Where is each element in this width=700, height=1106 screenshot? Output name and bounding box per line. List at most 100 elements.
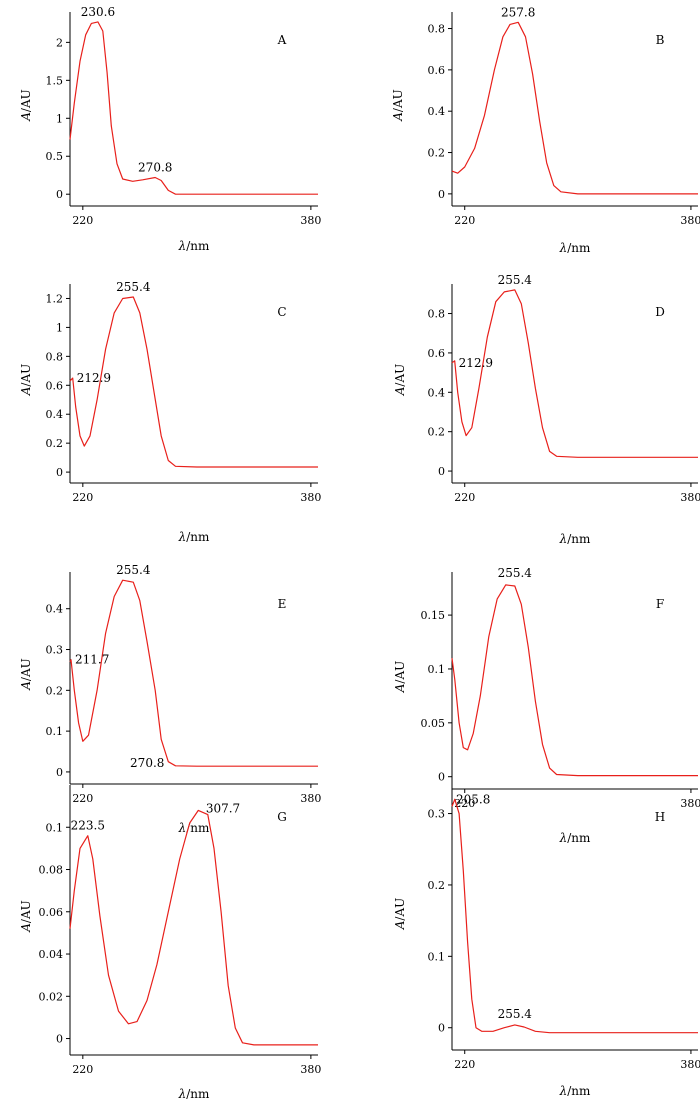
- peak-label: 212.9: [459, 356, 493, 370]
- y-tick-label: 0.1: [428, 663, 446, 676]
- x-axis-title: λ/nm: [178, 821, 210, 835]
- x-tick-label: 220: [72, 491, 93, 504]
- y-axis-symbol: A: [19, 112, 33, 122]
- y-axis-title: A/AU: [19, 900, 33, 933]
- y-tick-label: 0.2: [428, 147, 446, 160]
- panel-letter: D: [655, 305, 665, 319]
- y-tick-label: 0.4: [428, 386, 446, 399]
- peak-label: 230.6: [81, 5, 115, 19]
- peak-label: 255.4: [116, 563, 151, 577]
- y-tick-label: 0.1: [46, 725, 64, 738]
- y-axis-symbol: A: [19, 681, 33, 691]
- peak-label: 255.4: [116, 280, 151, 294]
- peak-label: 255.4: [498, 566, 533, 580]
- peak-label: 270.8: [138, 161, 172, 175]
- y-tick-label: 0.4: [46, 603, 64, 616]
- x-axis-unit: /nm: [186, 821, 210, 835]
- y-tick-label: 0: [56, 1033, 63, 1046]
- x-tick-label: 220: [72, 214, 93, 227]
- peak-label: 307.7: [206, 801, 240, 815]
- x-axis-title: λ/nm: [559, 831, 591, 845]
- y-tick-label: 0.6: [46, 379, 64, 392]
- y-axis-title: A/AU: [391, 89, 405, 122]
- y-axis-symbol: A: [393, 683, 407, 693]
- y-tick-label: 0.8: [428, 23, 446, 36]
- y-tick-label: 0.1: [428, 950, 446, 963]
- y-tick-label: 0.2: [46, 684, 64, 697]
- y-axis-title: A/AU: [19, 364, 33, 397]
- y-tick-label: 0.06: [39, 906, 64, 919]
- y-tick-label: 1: [56, 321, 63, 334]
- y-tick-label: 0.4: [428, 105, 446, 118]
- y-tick-label: 0.6: [428, 64, 446, 77]
- y-tick-label: 1.5: [46, 74, 64, 87]
- y-tick-label: 0: [438, 771, 445, 784]
- y-axis-symbol: A: [19, 386, 33, 396]
- y-axis-unit: /AU: [19, 658, 33, 681]
- peak-label: 255.4: [498, 1007, 533, 1021]
- x-axis-unit: /nm: [567, 1084, 591, 1098]
- x-axis-symbol: λ: [559, 1084, 568, 1098]
- x-tick-label: 380: [300, 214, 321, 227]
- x-axis-title: λ/nm: [559, 241, 591, 255]
- y-tick-label: 0.2: [46, 437, 64, 450]
- x-axis-title: λ/nm: [178, 1087, 210, 1101]
- y-axis-unit: /AU: [393, 364, 407, 387]
- x-axis-title: λ/nm: [178, 239, 210, 253]
- x-axis-unit: /nm: [186, 530, 210, 544]
- y-axis-title: A/AU: [393, 898, 407, 931]
- x-axis-unit: /nm: [186, 1087, 210, 1101]
- x-axis-title: λ/nm: [559, 532, 591, 546]
- y-axis-symbol: A: [393, 920, 407, 930]
- y-tick-label: 0.8: [46, 350, 64, 363]
- y-axis-unit: /AU: [19, 900, 33, 923]
- y-tick-label: 0.05: [421, 717, 446, 730]
- y-axis-symbol: A: [19, 923, 33, 933]
- y-axis-unit: /AU: [19, 364, 33, 387]
- absorbance-curve: [69, 296, 318, 468]
- x-axis-unit: /nm: [567, 532, 591, 546]
- spectrum-panel-h: 0 0.1 0.2 0.3 220 380 205.8 255.4 H A/AU λ/nm: [393, 785, 700, 1098]
- x-tick-label: 220: [454, 491, 475, 504]
- x-axis-title: λ/nm: [178, 530, 210, 544]
- y-tick-label: 0: [438, 465, 445, 478]
- x-tick-label: 380: [680, 797, 700, 810]
- spectrum-panel-g: 0 0.02 0.04 0.06 0.08 0.1 220 380 223.5 307.7 G A/A…: [19, 785, 321, 1101]
- x-axis-symbol: λ: [559, 241, 568, 255]
- x-tick-label: 220: [72, 792, 93, 805]
- y-tick-label: 0.1: [46, 821, 64, 834]
- panel-letter: F: [656, 597, 664, 611]
- panel-letter: H: [655, 810, 665, 824]
- x-tick-label: 220: [454, 214, 475, 227]
- x-tick-label: 380: [680, 491, 700, 504]
- absorbance-curve: [451, 21, 698, 195]
- y-tick-label: 1.2: [46, 292, 64, 305]
- y-tick-label: 0.3: [46, 644, 64, 657]
- y-tick-label: 0.6: [428, 347, 446, 360]
- y-tick-label: 0.08: [39, 864, 64, 877]
- y-axis-symbol: A: [391, 112, 405, 122]
- panel-letter: G: [277, 810, 287, 824]
- y-tick-label: 0.5: [46, 150, 64, 163]
- x-tick-label: 380: [300, 491, 321, 504]
- x-axis-symbol: λ: [559, 831, 568, 845]
- y-axis-symbol: A: [393, 386, 407, 396]
- y-tick-label: 0.3: [428, 808, 446, 821]
- spectrum-panel-e: 0 0.1 0.2 0.3 0.4 220 380 211.7 255.4 270.8 E A/AU λ…: [19, 563, 321, 835]
- x-tick-label: 220: [72, 1063, 93, 1076]
- y-tick-label: 0.15: [421, 609, 446, 622]
- x-axis-symbol: λ: [559, 532, 568, 546]
- x-axis-unit: /nm: [186, 239, 210, 253]
- y-axis-title: A/AU: [393, 364, 407, 397]
- y-tick-label: 0: [56, 466, 63, 479]
- y-tick-label: 2: [56, 36, 63, 49]
- spectrum-panel-b: 0 0.2 0.4 0.6 0.8 220 380 257.8 B A/AU λ/nm: [391, 5, 700, 255]
- y-tick-label: 0: [438, 1022, 445, 1035]
- y-tick-label: 0.2: [428, 426, 446, 439]
- panel-letter: C: [277, 305, 286, 319]
- peak-label: 212.9: [77, 371, 111, 385]
- peak-label: 255.4: [498, 273, 533, 287]
